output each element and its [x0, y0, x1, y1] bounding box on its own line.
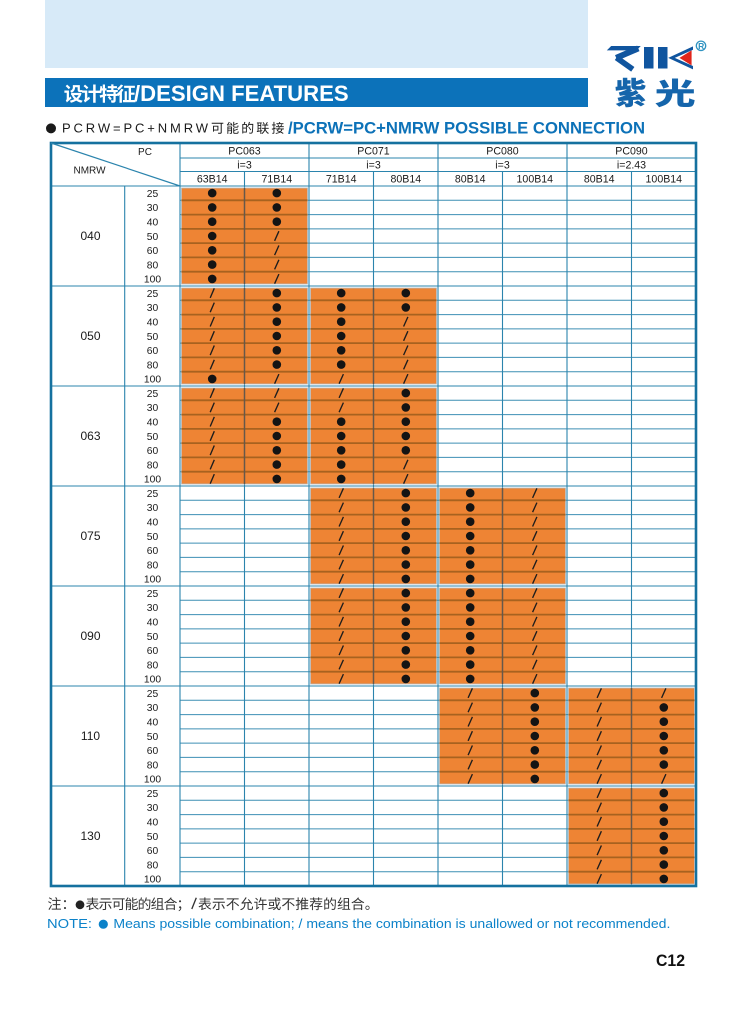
svg-text:/DESIGN FEATURES: /DESIGN FEATURES [134, 81, 349, 106]
svg-text:40: 40 [147, 418, 159, 429]
svg-text:71B14: 71B14 [261, 174, 292, 186]
svg-text:40: 40 [147, 518, 159, 529]
svg-text:i=3: i=3 [495, 160, 510, 172]
svg-text:40: 40 [147, 618, 159, 629]
svg-text:50: 50 [147, 232, 159, 243]
svg-text:60: 60 [147, 646, 159, 657]
svg-text:30: 30 [147, 303, 159, 314]
svg-text:40: 40 [147, 718, 159, 729]
svg-text:090: 090 [80, 629, 100, 643]
svg-text:40: 40 [147, 318, 159, 329]
svg-text:PC080: PC080 [486, 146, 518, 158]
svg-text:30: 30 [147, 503, 159, 514]
svg-text:25: 25 [147, 689, 159, 700]
svg-text:25: 25 [147, 389, 159, 400]
svg-text:i=2.43: i=2.43 [617, 160, 646, 172]
svg-text:075: 075 [80, 529, 100, 543]
svg-text:30: 30 [147, 703, 159, 714]
svg-text:40: 40 [147, 218, 159, 229]
svg-text:40: 40 [147, 818, 159, 829]
svg-text:80: 80 [147, 460, 159, 471]
svg-text:040: 040 [80, 229, 100, 243]
svg-text:60: 60 [147, 846, 159, 857]
svg-text:/PCRW=PC+NMRW POSSIBLE CONNECT: /PCRW=PC+NMRW POSSIBLE CONNECTION [288, 119, 645, 138]
svg-text:i=3: i=3 [237, 160, 252, 172]
svg-text:100: 100 [144, 775, 161, 786]
svg-text:110: 110 [81, 729, 100, 743]
svg-text:i=3: i=3 [366, 160, 381, 172]
svg-text:50: 50 [147, 632, 159, 643]
svg-text:60: 60 [147, 246, 159, 257]
svg-text:50: 50 [147, 732, 159, 743]
svg-text:80: 80 [147, 260, 159, 271]
svg-text:60: 60 [147, 746, 159, 757]
svg-text:C12: C12 [656, 951, 685, 970]
svg-text:25: 25 [147, 289, 159, 300]
svg-text:25: 25 [147, 189, 159, 200]
svg-text:100: 100 [144, 575, 161, 586]
svg-text:50: 50 [147, 332, 159, 343]
svg-text:50: 50 [147, 432, 159, 443]
svg-text:80: 80 [147, 660, 159, 671]
svg-text:PCRW=PC+NMRW: PCRW=PC+NMRW [62, 121, 209, 136]
svg-text:130: 130 [80, 829, 100, 843]
svg-text:PC063: PC063 [228, 146, 260, 158]
svg-text:NOTE:: NOTE: [47, 917, 92, 931]
svg-text:80B14: 80B14 [455, 174, 486, 186]
svg-text:100B14: 100B14 [517, 174, 554, 186]
svg-text:60: 60 [147, 546, 159, 557]
svg-text:PC090: PC090 [615, 146, 647, 158]
svg-text:80B14: 80B14 [584, 174, 615, 186]
svg-text:60: 60 [147, 346, 159, 357]
svg-text:30: 30 [147, 603, 159, 614]
svg-text:30: 30 [147, 803, 159, 814]
svg-text:100B14: 100B14 [646, 174, 683, 186]
svg-text:50: 50 [147, 532, 159, 543]
svg-text:60: 60 [147, 446, 159, 457]
svg-text:25: 25 [147, 589, 159, 600]
svg-text:PC: PC [138, 147, 152, 158]
svg-text:80: 80 [147, 560, 159, 571]
svg-text:R: R [698, 41, 704, 51]
svg-text:71B14: 71B14 [326, 174, 357, 186]
svg-text:25: 25 [147, 789, 159, 800]
svg-text:80: 80 [147, 760, 159, 771]
svg-text:100: 100 [144, 675, 161, 686]
svg-text:50: 50 [147, 832, 159, 843]
svg-text:25: 25 [147, 489, 159, 500]
svg-text:80: 80 [147, 360, 159, 371]
svg-text:PC071: PC071 [357, 146, 389, 158]
svg-text:100: 100 [144, 275, 161, 286]
svg-text:30: 30 [147, 203, 159, 214]
svg-text:30: 30 [147, 403, 159, 414]
svg-text:Means possible combination; /: Means possible combination; / means the … [113, 917, 670, 931]
svg-text:80: 80 [147, 860, 159, 871]
svg-text:100: 100 [144, 375, 161, 386]
svg-text:100: 100 [144, 475, 161, 486]
svg-text:100: 100 [144, 875, 161, 886]
svg-text:63B14: 63B14 [197, 174, 228, 186]
svg-text:80B14: 80B14 [390, 174, 421, 186]
svg-text:063: 063 [80, 429, 100, 443]
svg-text:NMRW: NMRW [73, 166, 106, 177]
svg-text:050: 050 [80, 329, 100, 343]
